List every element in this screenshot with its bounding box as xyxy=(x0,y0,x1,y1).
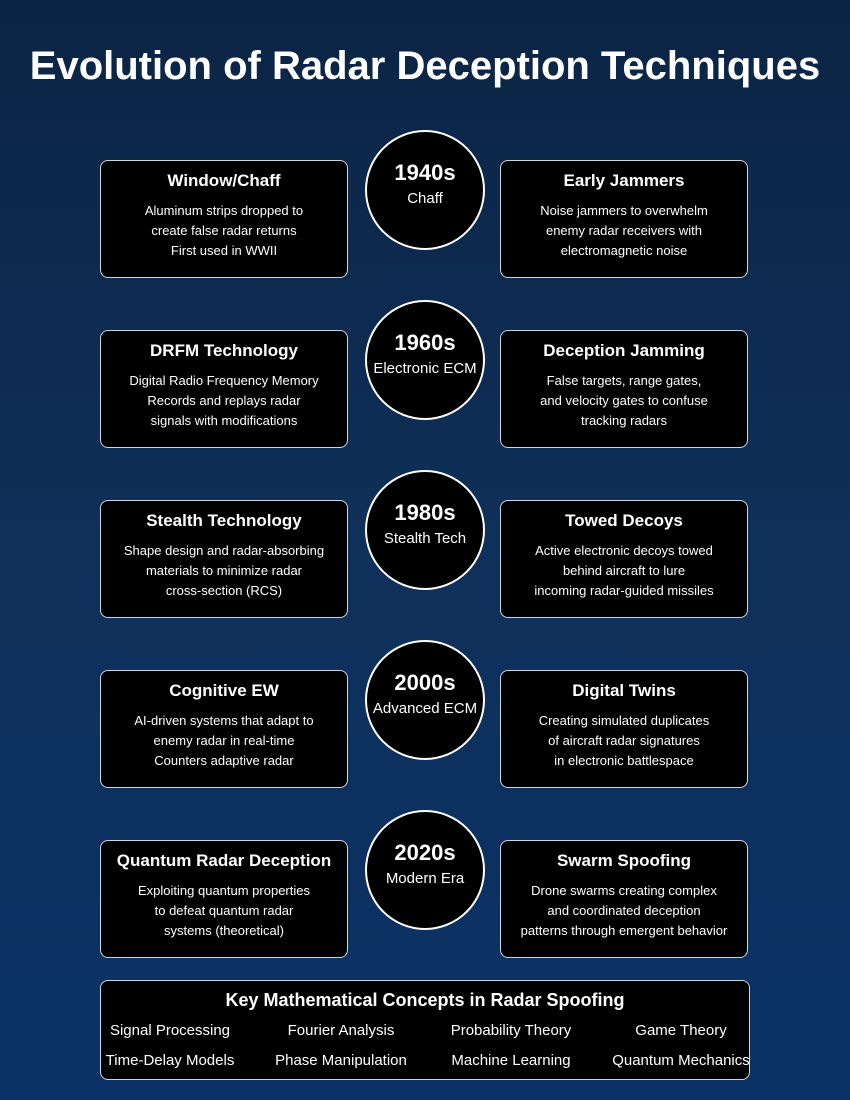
era-year: 1960s xyxy=(394,330,456,355)
description-line: create false radar returns xyxy=(151,223,297,238)
concept-item: Quantum Mechanics xyxy=(612,1052,750,1069)
description-line: False targets, range gates, xyxy=(546,373,702,388)
technique-title: Early Jammers xyxy=(563,171,685,190)
technique-description: Creating simulated duplicates of aircraf… xyxy=(501,711,747,771)
description-line: incoming radar-guided missiles xyxy=(534,583,714,598)
technique-card-cognitive-ew: Cognitive EW AI-driven systems that adap… xyxy=(100,670,348,788)
description-line: enemy radar in real-time xyxy=(153,733,295,748)
concept-item: Game Theory xyxy=(635,1022,727,1039)
technique-card-window-chaff: Window/Chaff Aluminum strips dropped to … xyxy=(100,160,348,278)
technique-card-drfm-technology: DRFM Technology Digital Radio Frequency … xyxy=(100,330,348,448)
description-line: enemy radar receivers with xyxy=(545,223,703,238)
technique-card-stealth-technology: Stealth Technology Shape design and rada… xyxy=(100,500,348,618)
description-line: to defeat quantum radar xyxy=(154,903,294,918)
technique-title: Digital Twins xyxy=(572,681,676,700)
technique-title: Cognitive EW xyxy=(169,681,279,700)
description-line: Shape design and radar-absorbing xyxy=(123,543,325,558)
technique-card-swarm-spoofing: Swarm Spoofing Drone swarms creating com… xyxy=(500,840,748,958)
technique-description: Shape design and radar-absorbing materia… xyxy=(101,541,347,601)
technique-description: Noise jammers to overwhelm enemy radar r… xyxy=(501,201,747,261)
era-year: 2000s xyxy=(394,670,456,695)
era-year: 2020s xyxy=(394,840,456,865)
technique-title: Swarm Spoofing xyxy=(556,851,692,870)
description-line: tracking radars xyxy=(581,413,667,428)
technique-description: Active electronic decoys towed behind ai… xyxy=(501,541,747,601)
description-line: Creating simulated duplicates xyxy=(538,713,710,728)
era-circle-2020s: 2020s Modern Era xyxy=(365,810,485,930)
description-line: patterns through emergent behavior xyxy=(520,923,728,938)
era-circle-1960s: 1960s Electronic ECM xyxy=(365,300,485,420)
description-line: Noise jammers to overwhelm xyxy=(540,203,708,218)
concept-item: Probability Theory xyxy=(450,1022,572,1039)
concept-item: Phase Manipulation xyxy=(275,1052,407,1069)
technique-card-towed-decoys: Towed Decoys Active electronic decoys to… xyxy=(500,500,748,618)
era-label: Stealth Tech xyxy=(383,530,467,547)
description-line: in electronic battlespace xyxy=(554,753,694,768)
description-line: AI-driven systems that adapt to xyxy=(134,713,314,728)
page-title: Evolution of Radar Deception Techniques xyxy=(29,44,821,88)
technique-title: Deception Jamming xyxy=(543,341,705,360)
era-label: Electronic ECM xyxy=(373,360,477,377)
description-line: Drone swarms creating complex xyxy=(531,883,717,898)
description-line: and coordinated deception xyxy=(547,903,701,918)
description-line: Aluminum strips dropped to xyxy=(144,203,304,218)
era-label: Advanced ECM xyxy=(372,700,478,717)
technique-title: Towed Decoys xyxy=(565,511,683,530)
technique-description: AI-driven systems that adapt to enemy ra… xyxy=(101,711,347,771)
technique-card-early-jammers: Early Jammers Noise jammers to overwhelm… xyxy=(500,160,748,278)
technique-card-quantum-radar-deception: Quantum Radar Deception Exploiting quant… xyxy=(100,840,348,958)
technique-description: False targets, range gates, and velocity… xyxy=(501,371,747,431)
technique-title: Quantum Radar Deception xyxy=(116,851,332,870)
era-circle-2000s: 2000s Advanced ECM xyxy=(365,640,485,760)
technique-description: Digital Radio Frequency Memory Records a… xyxy=(101,371,347,431)
era-circle-1980s: 1980s Stealth Tech xyxy=(365,470,485,590)
era-label: Chaff xyxy=(407,190,443,207)
technique-title: Stealth Technology xyxy=(146,511,302,530)
concept-item: Machine Learning xyxy=(451,1052,571,1069)
description-line: systems (theoretical) xyxy=(164,923,284,938)
era-label: Modern Era xyxy=(385,870,465,887)
description-line: Counters adaptive radar xyxy=(154,753,294,768)
technique-description: Exploiting quantum properties to defeat … xyxy=(101,881,347,941)
technique-description: Aluminum strips dropped to create false … xyxy=(101,201,347,261)
technique-title: Window/Chaff xyxy=(167,171,281,190)
key-concepts-box: Key Mathematical Concepts in Radar Spoof… xyxy=(100,980,750,1080)
era-year: 1980s xyxy=(394,500,456,525)
description-line: Active electronic decoys towed xyxy=(535,543,713,558)
concept-item: Fourier Analysis xyxy=(287,1022,395,1039)
technique-card-deception-jamming: Deception Jamming False targets, range g… xyxy=(500,330,748,448)
concept-item: Time-Delay Models xyxy=(105,1052,235,1069)
description-line: electromagnetic noise xyxy=(560,243,688,258)
description-line: materials to minimize radar xyxy=(145,563,303,578)
description-line: of aircraft radar signatures xyxy=(548,733,700,748)
description-line: Records and replays radar xyxy=(147,393,301,408)
concept-item: Signal Processing xyxy=(109,1022,231,1039)
key-concepts-title: Key Mathematical Concepts in Radar Spoof… xyxy=(225,990,625,1010)
technique-card-digital-twins: Digital Twins Creating simulated duplica… xyxy=(500,670,748,788)
description-line: Digital Radio Frequency Memory xyxy=(129,373,319,388)
description-line: Exploiting quantum properties xyxy=(138,883,310,898)
technique-description: Drone swarms creating complex and coordi… xyxy=(501,881,747,941)
description-line: cross-section (RCS) xyxy=(165,583,283,598)
description-line: and velocity gates to confuse xyxy=(540,393,708,408)
technique-title: DRFM Technology xyxy=(150,341,298,360)
era-circle-1940s: 1940s Chaff xyxy=(365,130,485,250)
description-line: signals with modifications xyxy=(150,413,298,428)
description-line: First used in WWII xyxy=(170,243,278,258)
description-line: behind aircraft to lure xyxy=(562,563,686,578)
era-year: 1940s xyxy=(394,160,456,185)
